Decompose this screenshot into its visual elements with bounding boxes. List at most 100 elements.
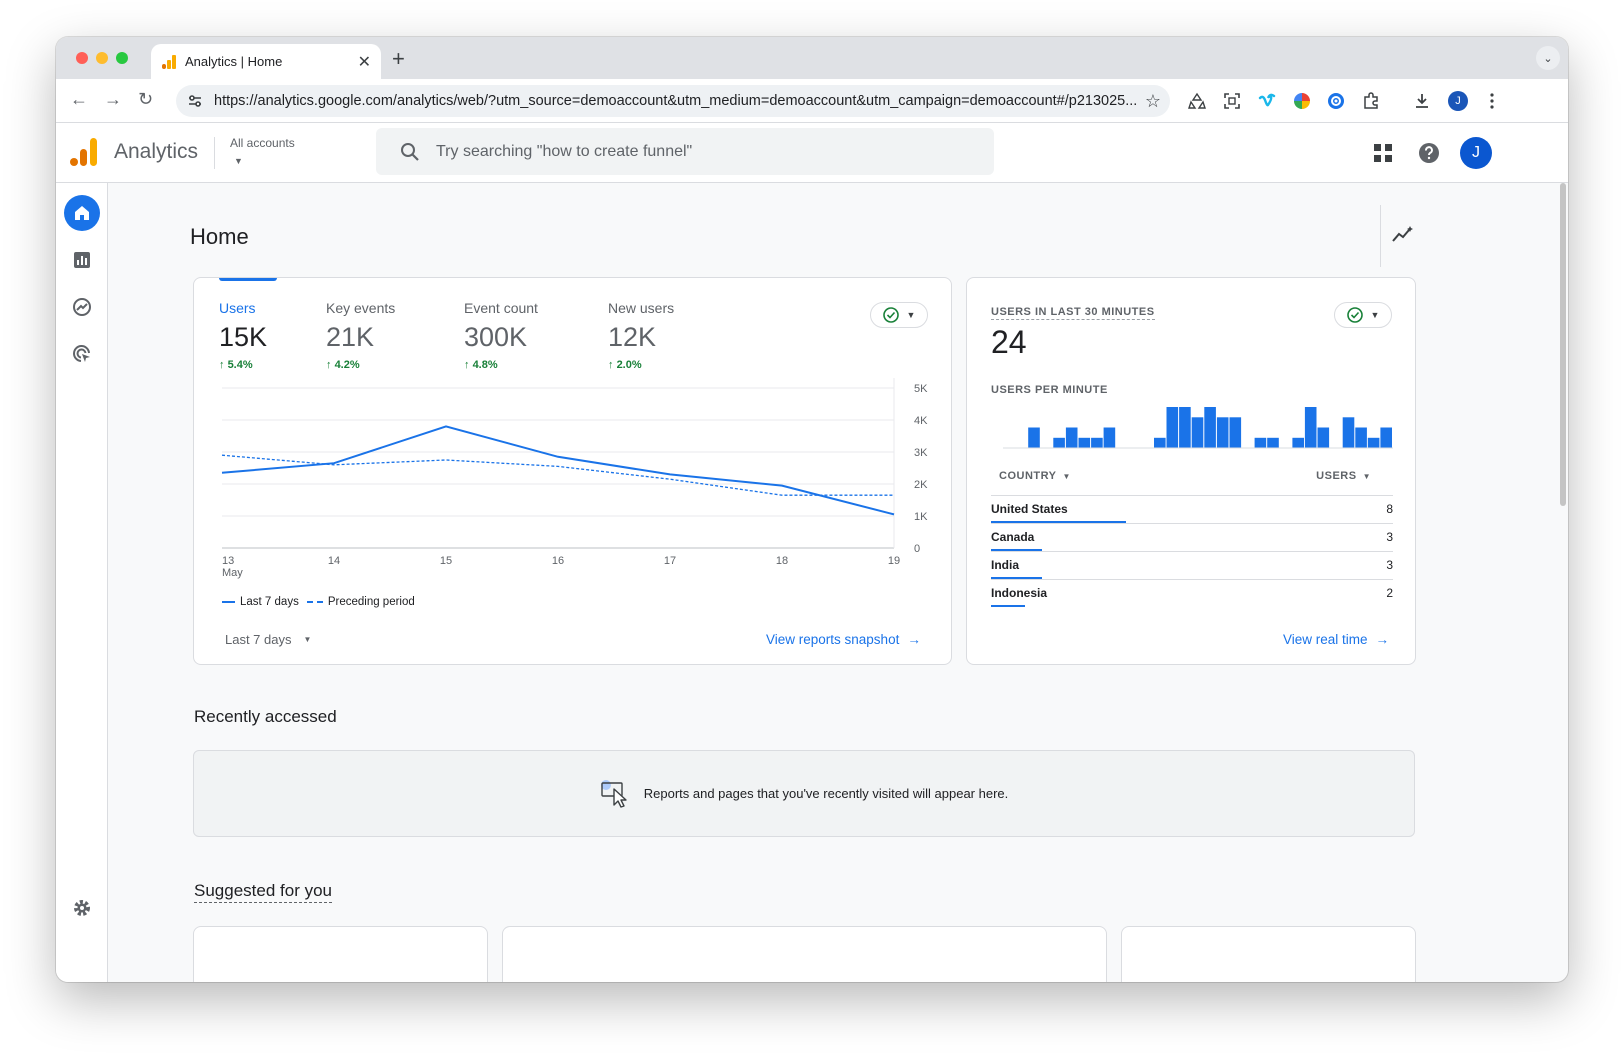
minute-bar[interactable] — [1304, 407, 1317, 448]
country-column-header[interactable]: COUNTRY ▼ — [999, 470, 1071, 482]
country-row[interactable]: Indonesia 2 — [991, 579, 1393, 607]
view-real-time-link[interactable]: View real time → — [1283, 632, 1389, 647]
user-avatar[interactable]: J — [1460, 137, 1492, 169]
country-row[interactable]: United States 8 — [991, 495, 1393, 523]
minute-bar[interactable] — [1367, 437, 1380, 449]
advertising-icon — [73, 345, 90, 362]
back-icon[interactable]: ← — [70, 89, 88, 109]
maximize-window-button[interactable] — [116, 52, 128, 64]
minute-bar[interactable] — [1091, 437, 1103, 449]
minute-bar[interactable] — [1053, 437, 1065, 449]
metric-tab-users[interactable]: Users 15K ↑ 5.4% — [219, 300, 267, 371]
series-line-current[interactable] — [221, 425, 895, 516]
metric-tab-event-count[interactable]: Event count 300K ↑ 4.8% — [464, 300, 538, 371]
site-settings-icon[interactable] — [186, 92, 204, 110]
minimize-window-button[interactable] — [96, 52, 108, 64]
realtime-data-quality-button[interactable]: ▼ — [1334, 302, 1392, 328]
close-tab-icon[interactable]: ✕ — [357, 53, 371, 71]
screenshot-extension-icon[interactable] — [1222, 91, 1242, 111]
minute-bar[interactable] — [1154, 437, 1166, 449]
minute-bar[interactable] — [1216, 417, 1229, 449]
metric-delta-value: 5.4% — [227, 359, 253, 371]
series-line-preceding[interactable] — [221, 454, 894, 496]
suggested-card[interactable] — [193, 926, 488, 982]
browser-profile-avatar[interactable]: J — [1448, 91, 1468, 111]
address-bar[interactable]: https://analytics.google.com/analytics/w… — [176, 85, 1170, 117]
minute-bar[interactable] — [1204, 407, 1216, 448]
metric-tab-key-events[interactable]: Key events 21K ↑ 4.2% — [326, 300, 395, 371]
empty-state-message: Reports and pages that you've recently v… — [643, 786, 1009, 801]
metric-value: 12K — [608, 322, 657, 352]
chevron-down-icon: ▼ — [1062, 471, 1071, 481]
account-dropdown-icon[interactable]: ▼ — [234, 156, 243, 166]
country-name: India — [991, 558, 1020, 572]
bookmark-star-icon[interactable]: ☆ — [1144, 90, 1162, 111]
users-line-chart: 5K 4K 3K 2K 1K 0 13 14 15 16 17 18 19 May — [221, 378, 928, 579]
metric-tab-new-users[interactable]: New users 12K ↑ 2.0% — [608, 300, 674, 371]
analytics-brand[interactable]: Analytics — [114, 140, 199, 163]
minute-bar[interactable] — [1342, 417, 1355, 449]
country-share-bar — [991, 549, 1042, 551]
nav-advertising[interactable] — [64, 336, 100, 372]
minute-bar[interactable] — [1267, 437, 1279, 449]
downloads-icon[interactable] — [1412, 91, 1432, 111]
minute-bar[interactable] — [1380, 427, 1392, 449]
browser-tab[interactable]: Analytics | Home ✕ — [151, 44, 381, 79]
country-users: 8 — [1386, 502, 1393, 516]
nav-reports[interactable] — [64, 242, 100, 278]
users-column-header[interactable]: USERS ▼ — [1316, 470, 1371, 482]
x-tick-label: 18 — [776, 555, 788, 567]
date-range-selector[interactable]: Last 7 days ▼ — [225, 632, 311, 647]
vimeo-extension-icon[interactable] — [1257, 91, 1277, 111]
minute-bar[interactable] — [1078, 437, 1091, 449]
extensions-puzzle-icon[interactable] — [1361, 91, 1381, 111]
metric-delta: ↑ 2.0% — [608, 359, 642, 371]
browser-menu-icon[interactable] — [1482, 91, 1502, 111]
account-selector-label[interactable]: All accounts — [230, 136, 295, 150]
insights-divider — [1380, 205, 1381, 267]
analytics-logo-icon[interactable] — [70, 137, 98, 167]
nav-explore[interactable] — [64, 289, 100, 325]
main-content: Home Users 15K ↑ 5.4% Key events 21K ↑ 4… — [109, 183, 1516, 982]
minute-bar[interactable] — [1229, 417, 1242, 449]
view-reports-snapshot-link[interactable]: View reports snapshot → — [766, 632, 921, 647]
suggested-title[interactable]: Suggested for you — [194, 881, 332, 903]
minute-bar[interactable] — [1028, 427, 1040, 449]
minute-bar[interactable] — [1191, 417, 1204, 449]
chevron-down-icon: ▼ — [1362, 471, 1371, 481]
minute-bar[interactable] — [1317, 427, 1330, 449]
new-tab-button[interactable]: + — [392, 46, 405, 71]
legend-solid-swatch — [222, 601, 235, 603]
forward-icon[interactable]: → — [104, 89, 122, 109]
reload-icon[interactable]: ↻ — [138, 89, 154, 109]
country-users: 3 — [1386, 558, 1393, 572]
search-bar[interactable]: Try searching "how to create funnel" — [376, 128, 994, 175]
country-row[interactable]: Canada 3 — [991, 523, 1393, 551]
minute-bar[interactable] — [1103, 427, 1116, 449]
apps-grid-icon[interactable] — [1372, 142, 1394, 164]
minute-bar[interactable] — [1292, 437, 1304, 449]
insights-icon[interactable] — [1392, 225, 1414, 243]
suggested-card[interactable] — [502, 926, 1107, 982]
url-text[interactable]: https://analytics.google.com/analytics/w… — [214, 93, 1136, 109]
color-picker-extension-icon[interactable] — [1292, 91, 1312, 111]
minute-bar[interactable] — [1166, 407, 1179, 448]
data-quality-button[interactable]: ▼ — [870, 302, 928, 328]
reports-icon — [74, 252, 90, 268]
minute-bar[interactable] — [1179, 407, 1191, 448]
recycle-extension-icon[interactable] — [1187, 91, 1207, 111]
nav-admin[interactable] — [64, 890, 100, 926]
settings-extension-icon[interactable] — [1326, 91, 1346, 111]
realtime-title[interactable]: USERS IN LAST 30 MINUTES — [991, 306, 1155, 320]
close-window-button[interactable] — [76, 52, 88, 64]
minute-bar[interactable] — [1355, 427, 1367, 449]
country-row[interactable]: India 3 — [991, 551, 1393, 579]
page-scrollbar[interactable] — [1560, 183, 1566, 506]
left-nav-rail — [56, 183, 108, 982]
suggested-card[interactable] — [1121, 926, 1416, 982]
minute-bar[interactable] — [1065, 427, 1078, 449]
nav-home[interactable] — [64, 195, 100, 231]
help-icon[interactable] — [1418, 142, 1440, 164]
minute-bar[interactable] — [1254, 437, 1267, 449]
tab-search-button[interactable]: ⌄ — [1536, 46, 1560, 70]
